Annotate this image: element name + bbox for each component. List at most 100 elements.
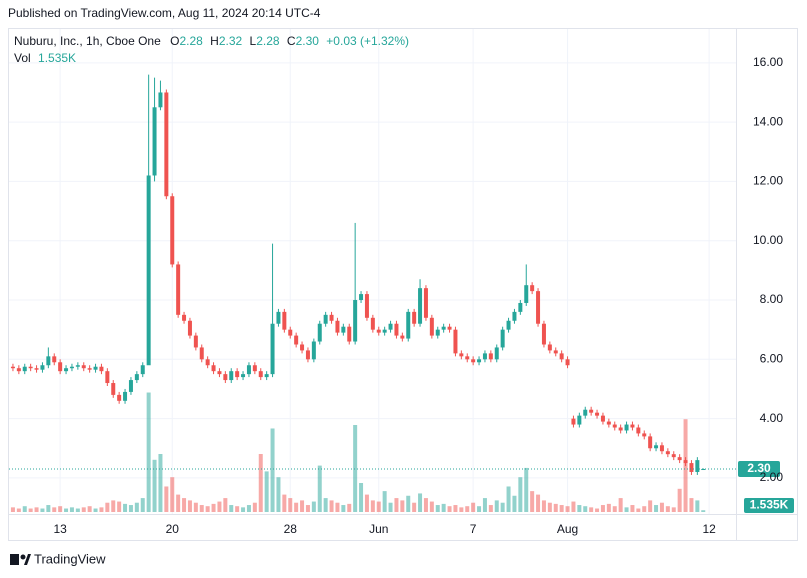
volume-bar <box>252 502 257 512</box>
volume-bar <box>294 502 299 512</box>
y-tick-label: 2.00 <box>760 470 784 484</box>
candle-body <box>58 362 63 372</box>
volume-bar <box>382 491 387 512</box>
candle-body <box>642 433 647 437</box>
candle-body <box>40 365 45 370</box>
candle-body <box>376 329 381 333</box>
volume-bar <box>105 502 110 512</box>
volume-bar <box>40 508 45 512</box>
x-tick-label: 28 <box>284 522 298 536</box>
volume-bar <box>359 483 364 512</box>
legend-close: 2.30 <box>296 34 320 48</box>
volume-layer <box>10 392 706 512</box>
published-note: Published on TradingView.com, Aug 11, 20… <box>8 6 321 20</box>
candle-body <box>506 320 511 330</box>
volume-bar <box>606 503 611 512</box>
volume-bar <box>10 507 15 512</box>
x-tick-label: Jun <box>369 522 388 536</box>
candle-body <box>689 463 694 472</box>
volume-bar <box>288 498 293 512</box>
legend-open: 2.28 <box>179 34 203 48</box>
candle-body <box>288 329 293 336</box>
volume-bar <box>117 501 122 512</box>
volume-bar <box>335 502 340 512</box>
volume-bar <box>565 506 570 512</box>
candle-body <box>571 418 576 425</box>
volume-bar <box>270 428 275 512</box>
candle-body <box>388 323 393 330</box>
brand: TradingView <box>10 551 106 566</box>
candle-body <box>630 424 635 428</box>
volume-bar <box>75 508 80 512</box>
candle-body <box>152 107 157 176</box>
volume-bar <box>353 425 358 512</box>
candle-body <box>117 394 122 401</box>
candle-body <box>235 371 240 378</box>
volume-bar <box>364 494 369 512</box>
last-volume-badge <box>744 498 794 513</box>
volume-bar <box>341 505 346 512</box>
volume-bar <box>642 506 647 512</box>
volume-bar <box>394 498 399 512</box>
candle-body <box>447 326 452 330</box>
volume-bar <box>406 495 411 512</box>
x-tick-label: 7 <box>470 522 477 536</box>
candle-body <box>671 454 676 458</box>
candle-body <box>429 317 434 336</box>
volume-bar <box>146 392 151 512</box>
candle-body <box>518 302 523 312</box>
candle-body <box>400 335 405 339</box>
last-price-label: 2.30 <box>747 461 771 475</box>
volume-bar <box>241 507 246 512</box>
candle-body <box>648 436 653 449</box>
volume-bar <box>199 505 204 512</box>
candle-body <box>406 311 411 339</box>
candle-body <box>606 421 611 425</box>
candle-body <box>665 451 670 455</box>
volume-bar <box>506 486 511 512</box>
candle-body <box>217 371 222 375</box>
volume-bar <box>701 510 706 512</box>
candle-body <box>252 365 257 372</box>
candle-body <box>128 380 133 392</box>
candle-body <box>636 427 641 434</box>
volume-bar <box>223 498 228 512</box>
candle-body <box>75 365 80 367</box>
volume-bar <box>128 505 133 512</box>
candle-body <box>52 356 57 363</box>
volume-bar <box>193 502 198 512</box>
volume-bar <box>571 501 576 512</box>
candle-body <box>193 335 198 348</box>
candle-body <box>34 368 39 370</box>
volume-bar <box>376 501 381 512</box>
volume-bar <box>282 494 287 512</box>
y-tick-label: 12.00 <box>753 174 783 188</box>
volume-bar <box>589 507 594 512</box>
candle-body <box>683 460 688 464</box>
candle-body <box>547 344 552 351</box>
volume-bar <box>69 507 74 512</box>
volume-bar <box>16 508 21 512</box>
volume-bar <box>305 505 310 512</box>
candle-body <box>394 323 399 336</box>
candle-body <box>701 469 706 471</box>
volume-bar <box>624 507 629 512</box>
volume-bar <box>64 508 69 512</box>
volume-bar <box>329 500 334 512</box>
candle-body <box>654 445 659 449</box>
brand-name: TradingView <box>34 551 106 566</box>
candle-body <box>677 457 682 461</box>
overlay: 2.30 1.535K <box>9 461 794 513</box>
volume-bar <box>630 505 635 512</box>
candle-body <box>258 371 263 378</box>
candle-body <box>695 460 700 472</box>
volume-bar <box>187 500 192 512</box>
candle-body <box>199 347 204 360</box>
volume-bar <box>246 505 251 512</box>
x-tick-label: 20 <box>166 522 180 536</box>
volume-bar <box>370 500 375 512</box>
candle-body <box>241 374 246 378</box>
volume-bar <box>541 500 546 512</box>
volume-bar <box>418 493 423 512</box>
